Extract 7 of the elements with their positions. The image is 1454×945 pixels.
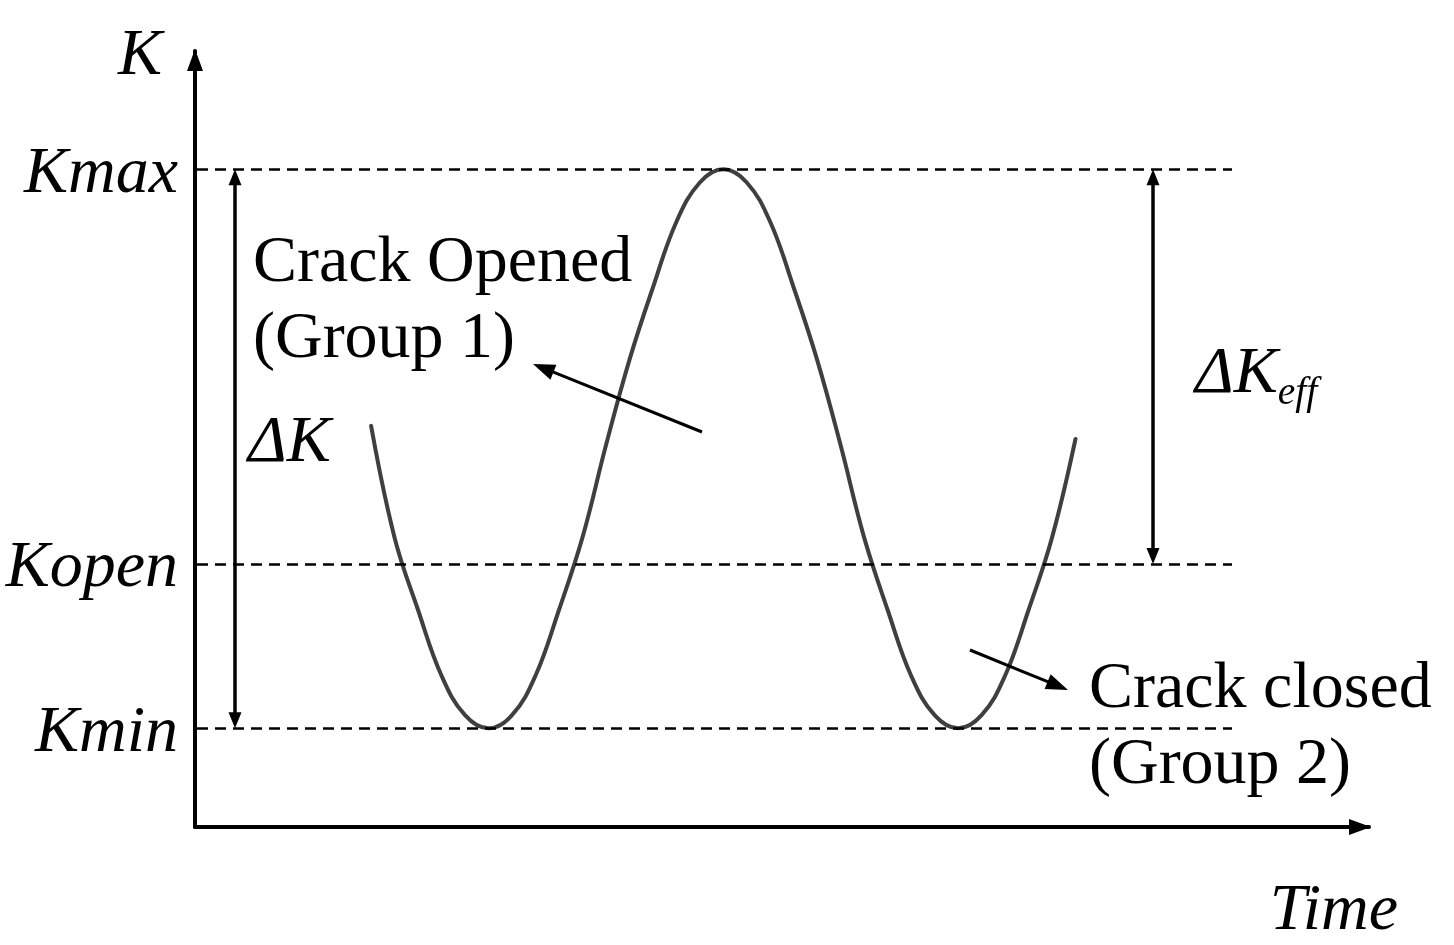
ref-line-label: Kmax <box>23 132 178 206</box>
x-axis-title: Time <box>1269 869 1398 945</box>
ref-line-label: Kopen <box>4 527 178 601</box>
annotation: Crack Opened (Group 1) <box>253 221 633 373</box>
annotation: Crack closed (Group 2) <box>1089 647 1432 799</box>
y-axis-title: K <box>116 14 165 88</box>
ref-line-label: Kmin <box>33 691 178 765</box>
